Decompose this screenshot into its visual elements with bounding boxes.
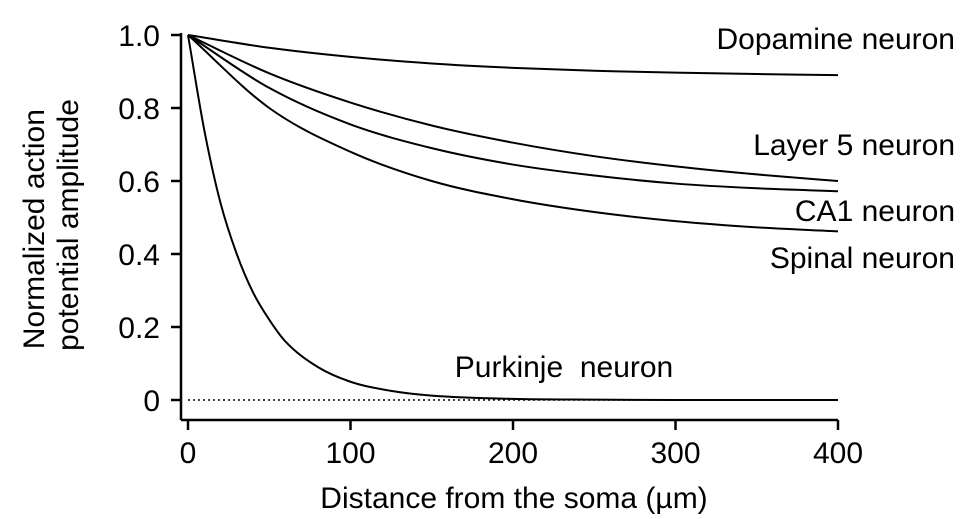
series-labels: Dopamine neuron Layer 5 neuron CA1 neuron S… bbox=[455, 23, 955, 384]
x-tick-label: 0 bbox=[180, 437, 197, 470]
series-line bbox=[187, 34, 839, 233]
y-tick-label: 0.4 bbox=[118, 239, 160, 272]
y-tick-label: 0 bbox=[143, 385, 160, 418]
series-line bbox=[187, 34, 839, 193]
axes: 0 0.2 0.4 0.6 0.8 1.0 0 100 200 300 400 bbox=[118, 20, 863, 470]
series-lines bbox=[187, 34, 839, 402]
y-tick-label: 0.6 bbox=[118, 166, 160, 199]
y-tick-label: 0.2 bbox=[118, 312, 160, 345]
y-axis-title-line-1: Normalized action bbox=[18, 109, 51, 349]
x-tick-label: 200 bbox=[488, 437, 538, 470]
y-tick-label: 1.0 bbox=[118, 20, 160, 53]
x-tick-label: 400 bbox=[813, 437, 863, 470]
x-tick-label: 100 bbox=[325, 437, 375, 470]
y-axis-title: Normalized action potential amplitude bbox=[18, 99, 85, 351]
series-label: Layer 5 neuron bbox=[753, 129, 955, 162]
series-label: CA1 neuron bbox=[795, 195, 955, 228]
x-axis-title: Distance from the soma (µm) bbox=[320, 482, 707, 515]
series-line bbox=[187, 34, 839, 182]
y-tick-label: 0.8 bbox=[118, 93, 160, 126]
series-label: Dopamine neuron bbox=[717, 23, 956, 56]
series-line bbox=[187, 34, 839, 77]
series-label: Purkinje neuron bbox=[455, 351, 673, 384]
series-label: Spinal neuron bbox=[770, 242, 955, 275]
x-tick-label: 300 bbox=[650, 437, 700, 470]
series-line bbox=[187, 34, 838, 402]
y-axis-title-line-2: potential amplitude bbox=[52, 99, 85, 351]
